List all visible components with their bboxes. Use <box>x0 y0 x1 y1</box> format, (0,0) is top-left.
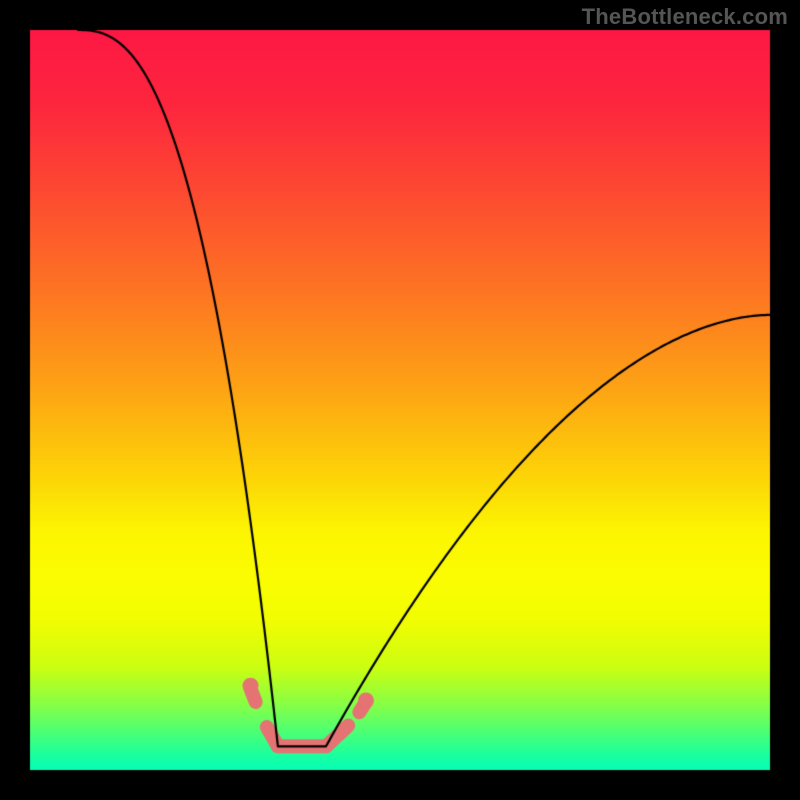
watermark-text: TheBottleneck.com <box>582 4 788 30</box>
chart-stage: TheBottleneck.com <box>0 0 800 800</box>
bottleneck-chart-canvas <box>0 0 800 800</box>
